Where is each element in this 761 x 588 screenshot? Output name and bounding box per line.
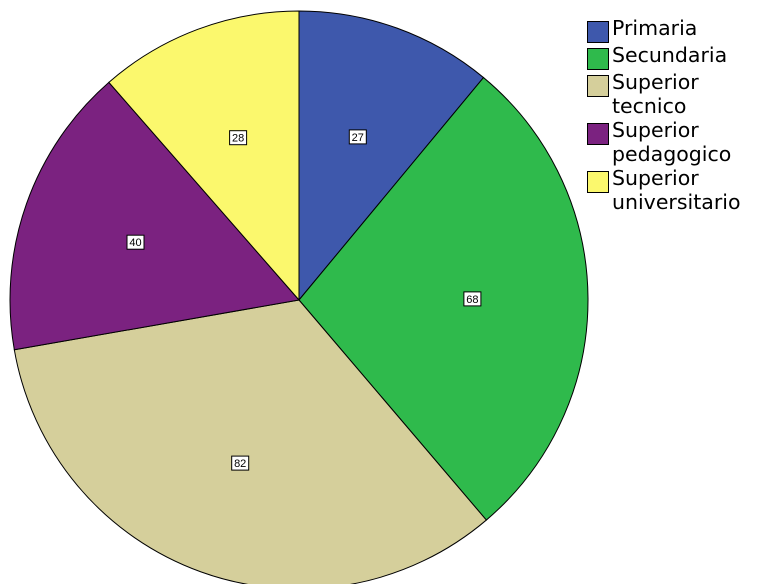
pie-slice-superior-pedagogico — [9, 81, 300, 351]
data-label-box — [231, 455, 250, 471]
legend-label-superior-tecnico: Superior tecnico — [612, 70, 699, 118]
legend-item-secundaria: Secundaria — [587, 43, 759, 70]
data-label-text: 68 — [466, 294, 478, 306]
data-label-box — [463, 291, 482, 307]
legend-swatch-superior-pedagogico — [587, 123, 609, 145]
pie-slice-superior-tecnico — [13, 299, 488, 588]
legend-swatch-superior-universitario — [587, 171, 609, 193]
legend-swatch-secundaria — [587, 48, 609, 70]
data-label-text: 40 — [129, 237, 141, 249]
pie-data-labels: 27 68 82 40 28 — [126, 129, 482, 471]
legend-swatch-superior-tecnico — [587, 75, 609, 97]
data-label-superior-tecnico: 82 — [231, 455, 250, 471]
legend-item-superior-pedagogico: Superior pedagogico — [587, 118, 759, 166]
data-label-text: 28 — [232, 133, 244, 145]
legend: Primaria Secundaria Superior tecnico Sup… — [587, 16, 759, 214]
data-label-primaria: 27 — [348, 129, 367, 145]
data-label-text: 27 — [352, 132, 364, 144]
pie-slice-superior-universitario — [108, 10, 300, 302]
data-label-box — [348, 129, 367, 145]
legend-label-secundaria: Secundaria — [612, 43, 728, 67]
legend-item-superior-universitario: Superior universitario — [587, 166, 759, 214]
data-label-text: 82 — [234, 458, 246, 470]
legend-swatch-primaria — [587, 21, 609, 43]
data-label-box — [126, 234, 145, 250]
data-label-box — [229, 130, 248, 146]
data-label-superior-universitario: 28 — [229, 130, 248, 146]
pie-slices — [9, 10, 589, 588]
pie-slice-primaria — [298, 10, 485, 302]
legend-label-superior-pedagogico: Superior pedagogico — [612, 118, 732, 166]
data-label-superior-pedagogico: 40 — [126, 234, 145, 250]
data-label-secundaria: 68 — [463, 291, 482, 307]
pie-slice-secundaria — [298, 76, 589, 521]
legend-label-primaria: Primaria — [612, 16, 698, 40]
legend-item-superior-tecnico: Superior tecnico — [587, 70, 759, 118]
legend-label-superior-universitario: Superior universitario — [612, 166, 741, 214]
legend-item-primaria: Primaria — [587, 16, 759, 43]
